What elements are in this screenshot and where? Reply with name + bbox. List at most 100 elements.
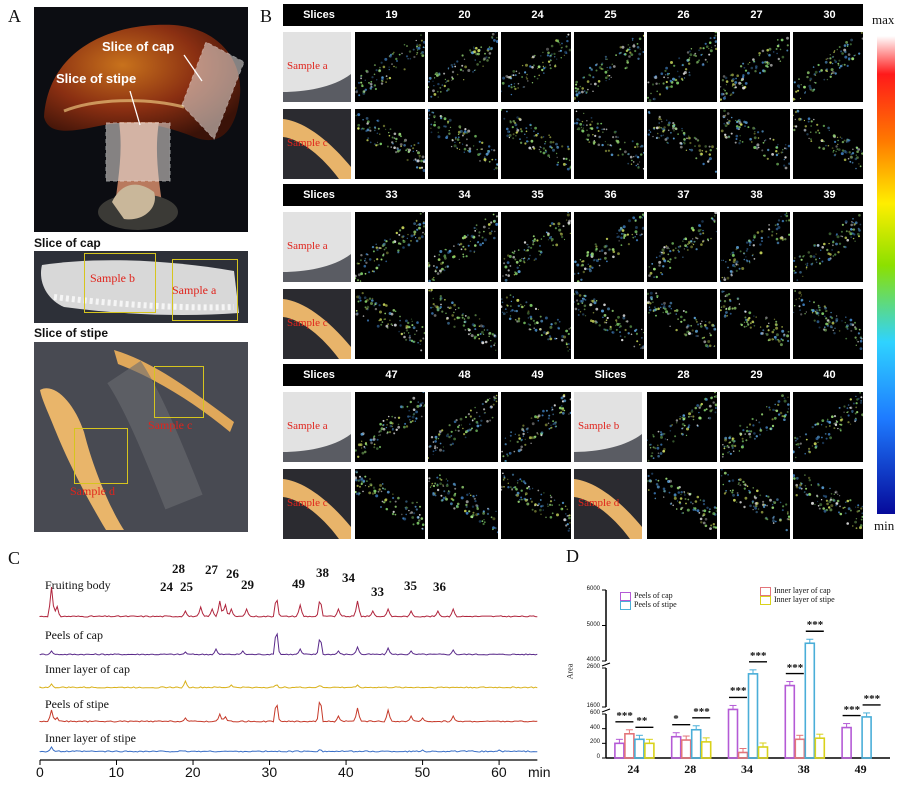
ion-signal-dot <box>782 149 784 151</box>
ion-signal-dot <box>483 408 486 411</box>
ion-signal-dot <box>501 488 503 491</box>
ion-signal-dot <box>429 486 432 488</box>
ion-signal-dot <box>855 395 857 397</box>
ion-signal-dot <box>795 90 798 93</box>
ion-signal-dot <box>784 166 788 170</box>
ion-signal-dot <box>495 510 497 512</box>
ion-signal-dot <box>699 232 702 236</box>
ion-signal-dot <box>858 163 860 165</box>
thumbnail-sample-label: Sample d <box>578 497 620 509</box>
ion-signal-dot <box>453 507 456 510</box>
ion-signal-dot <box>690 226 694 230</box>
ion-signal-dot <box>566 346 569 348</box>
ion-signal-dot <box>567 212 569 213</box>
ion-signal-dot <box>496 163 498 166</box>
ion-signal-dot <box>729 306 731 308</box>
ion-signal-dot <box>482 512 485 515</box>
ion-signal-dot <box>844 236 848 240</box>
ion-signal-dot <box>742 480 745 484</box>
ion-signal-dot <box>447 491 450 495</box>
ion-signal-dot <box>650 298 653 301</box>
ion-signal-dot <box>533 130 535 132</box>
ion-signal-dot <box>439 91 442 93</box>
ion-image-tile <box>647 32 717 102</box>
ion-signal-dot <box>574 87 577 90</box>
ion-signal-dot <box>694 145 696 147</box>
ion-signal-dot <box>630 163 633 165</box>
ion-signal-dot <box>812 66 815 68</box>
ion-signal-dot <box>769 63 773 67</box>
ion-signal-dot <box>422 231 424 234</box>
ion-signal-dot <box>711 323 715 327</box>
ion-signal-dot <box>567 343 570 345</box>
ion-signal-dot <box>395 137 398 141</box>
ion-signal-dot <box>781 151 784 154</box>
ion-image-tile <box>428 392 498 462</box>
ion-signal-dot <box>375 144 378 147</box>
ion-signal-dot <box>582 297 585 301</box>
ion-signal-dot <box>793 81 796 84</box>
ion-signal-dot <box>604 55 607 58</box>
ion-signal-dot <box>835 150 837 153</box>
ion-signal-dot <box>648 99 652 102</box>
ion-signal-dot <box>856 339 858 341</box>
ion-signal-dot <box>434 440 437 443</box>
ion-signal-dot <box>439 474 441 477</box>
ion-signal-dot <box>728 480 731 483</box>
ion-signal-dot <box>666 246 669 250</box>
ion-signal-dot <box>495 397 497 400</box>
cap-slice-drawing <box>40 260 239 315</box>
ion-signal-dot <box>481 340 483 342</box>
ion-signal-dot <box>361 440 363 442</box>
ion-signal-dot <box>590 83 592 85</box>
ion-signal-dot <box>648 489 650 491</box>
ion-signal-dot <box>701 509 704 512</box>
ion-signal-dot <box>435 305 439 309</box>
ion-signal-dot <box>695 157 698 160</box>
ion-signal-dot <box>713 395 716 398</box>
ion-signal-dot <box>723 471 727 475</box>
ion-signal-dot <box>856 232 860 236</box>
ion-signal-dot <box>851 221 853 223</box>
ion-signal-dot <box>524 133 526 135</box>
ion-signal-dot <box>408 339 412 342</box>
sample-thumbnail: Sample d <box>574 469 642 539</box>
ion-signal-dot <box>577 314 580 316</box>
ion-signal-dot <box>746 426 748 428</box>
ion-signal-dot <box>788 219 790 222</box>
ion-signal-dot <box>490 36 494 39</box>
ion-signal-dot <box>655 292 658 295</box>
ion-signal-dot <box>827 319 830 322</box>
ion-signal-dot <box>526 487 529 490</box>
ion-signal-dot <box>486 329 489 331</box>
ion-signal-dot <box>669 424 672 428</box>
ion-signal-dot <box>355 492 359 495</box>
legend-label: Inner layer of cap <box>774 586 831 595</box>
ion-signal-dot <box>857 340 859 343</box>
ion-signal-dot <box>589 303 593 307</box>
ion-signal-dot <box>526 73 528 76</box>
ion-signal-dot <box>459 68 463 71</box>
ion-signal-dot <box>835 319 838 323</box>
ion-signal-dot <box>738 81 742 85</box>
ion-signal-dot <box>584 90 586 92</box>
ion-signal-dot <box>648 129 650 131</box>
chromatogram-x-tick-label: 50 <box>414 764 431 780</box>
callout-cap-label: Slice of cap <box>102 39 175 54</box>
ion-signal-dot <box>566 39 569 43</box>
ion-signal-dot <box>638 215 642 219</box>
ion-signal-dot <box>835 233 838 236</box>
ion-signal-dot <box>396 148 400 151</box>
ion-signal-dot <box>754 502 758 505</box>
ion-signal-dot <box>382 242 386 246</box>
ion-signal-dot <box>358 81 360 84</box>
ion-signal-dot <box>624 328 627 332</box>
ion-signal-dot <box>398 242 401 245</box>
ion-signal-dot <box>695 248 698 251</box>
ion-signal-dot <box>620 244 623 246</box>
ion-signal-dot <box>700 54 703 56</box>
ion-signal-dot <box>732 442 735 444</box>
ion-signal-dot <box>355 86 357 90</box>
ion-signal-dot <box>493 168 496 171</box>
ion-signal-dot <box>512 120 516 123</box>
